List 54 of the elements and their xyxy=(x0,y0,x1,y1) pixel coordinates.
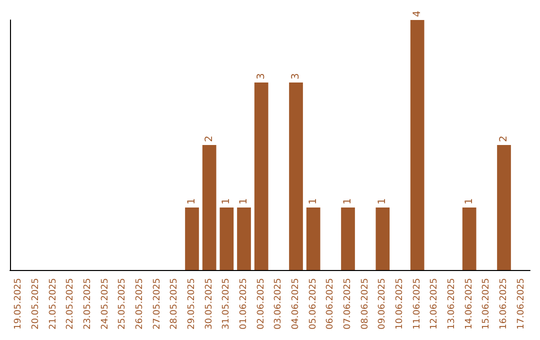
x-tick-label: 12.06.2025 xyxy=(430,278,440,330)
bar xyxy=(341,208,355,270)
bar xyxy=(462,208,476,270)
x-tick-label: 29.05.2025 xyxy=(187,278,197,330)
data-label: 1 xyxy=(221,198,232,204)
x-tick-label: 24.05.2025 xyxy=(100,278,110,330)
x-tick-label: 31.05.2025 xyxy=(222,278,232,330)
bar xyxy=(185,208,199,270)
x-tick-label: 10.06.2025 xyxy=(395,278,405,330)
data-label: 1 xyxy=(308,198,319,204)
x-tick-label: 25.05.2025 xyxy=(118,278,128,330)
data-label: 1 xyxy=(186,198,198,204)
x-tick-label: 22.05.2025 xyxy=(66,278,76,330)
data-label: 3 xyxy=(256,73,267,80)
data-label: 1 xyxy=(342,198,354,204)
x-tick-label: 23.05.2025 xyxy=(83,278,93,330)
bar xyxy=(497,145,511,270)
bar xyxy=(202,145,216,270)
bar xyxy=(410,20,424,270)
x-tick-label: 19.05.2025 xyxy=(14,278,24,330)
x-tick-label: 15.06.2025 xyxy=(482,278,492,330)
x-tick-label: 20.05.2025 xyxy=(31,278,41,330)
x-tick-label: 07.06.2025 xyxy=(343,278,353,330)
bar xyxy=(376,208,390,270)
x-tick-label: 17.06.2025 xyxy=(516,278,526,330)
bar xyxy=(220,208,234,270)
x-tick-label: 27.05.2025 xyxy=(152,278,162,330)
x-tick-label: 14.06.2025 xyxy=(464,278,474,330)
data-label: 1 xyxy=(464,198,475,204)
x-tick-label: 06.06.2025 xyxy=(326,278,336,330)
data-label: 2 xyxy=(204,136,215,142)
x-tick-label: 09.06.2025 xyxy=(378,278,388,330)
x-tick-label: 05.06.2025 xyxy=(308,278,318,330)
x-tick-label: 26.05.2025 xyxy=(135,278,145,330)
data-label: 1 xyxy=(238,198,250,204)
x-tick-label: 13.06.2025 xyxy=(447,278,457,330)
x-tick-label: 04.06.2025 xyxy=(291,278,301,330)
x-tick-label: 30.05.2025 xyxy=(204,278,214,330)
x-tick-label: 16.06.2025 xyxy=(499,278,509,330)
x-tick-label: 08.06.2025 xyxy=(360,278,370,330)
bar xyxy=(289,82,303,270)
data-label: 4 xyxy=(412,10,423,17)
data-label: 2 xyxy=(498,136,510,142)
x-tick-label: 03.06.2025 xyxy=(274,278,284,330)
data-label: 3 xyxy=(290,73,302,80)
bar xyxy=(237,208,251,270)
data-label: 1 xyxy=(377,198,388,204)
x-tick-label: 02.06.2025 xyxy=(256,278,266,330)
bar xyxy=(306,208,320,270)
x-tick-label: 11.06.2025 xyxy=(412,278,422,330)
bar xyxy=(254,82,268,270)
x-tick-label: 28.05.2025 xyxy=(170,278,180,330)
x-tick-label: 01.06.2025 xyxy=(239,278,249,330)
x-tick-label: 21.05.2025 xyxy=(48,278,58,330)
